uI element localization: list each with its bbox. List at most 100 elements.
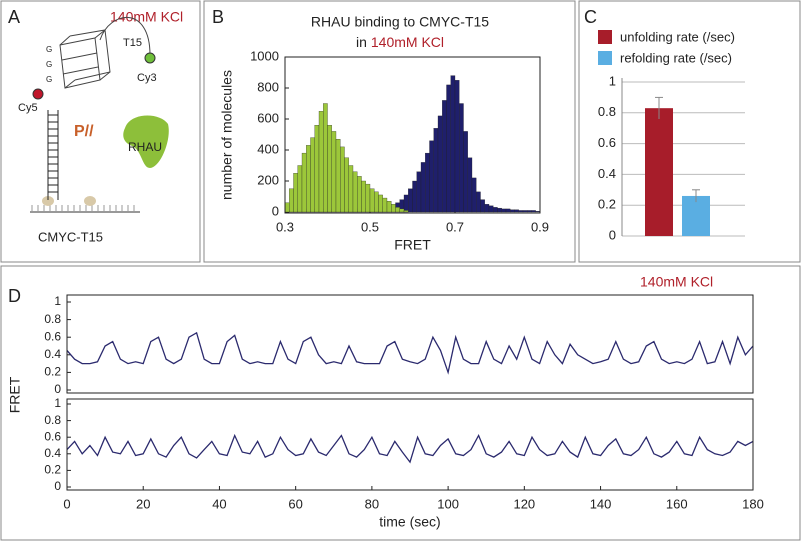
legend-label: unfolding rate (/sec) — [620, 29, 735, 44]
y-tick-label: 0.6 — [598, 135, 616, 150]
histogram-bar — [522, 210, 528, 213]
x-tick-label: 0.3 — [276, 219, 294, 234]
histogram-bar — [352, 171, 358, 213]
histogram-bar — [323, 103, 328, 213]
symbol: P// — [74, 123, 94, 140]
acceptor-label: Cy5 — [18, 102, 38, 114]
y-tick-label: 1000 — [250, 48, 279, 63]
histogram-bar — [395, 207, 400, 213]
histogram-bar — [408, 188, 413, 213]
y-tick-label: 0.4 — [598, 166, 616, 181]
chart-subtitle: in 140mM KCl — [356, 34, 444, 50]
histogram-bar — [501, 208, 507, 213]
y-tick-label: 0.8 — [598, 104, 616, 119]
histogram-bar — [361, 180, 366, 213]
y-tick-label: 0.4 — [44, 446, 61, 460]
histogram-bar — [484, 204, 490, 213]
x-axis-label: FRET — [394, 237, 431, 253]
histogram-bar — [382, 197, 388, 213]
histogram-bar — [510, 209, 515, 213]
axes-frame — [284, 56, 541, 214]
histogram-bar — [416, 171, 422, 213]
histogram-bar — [476, 191, 481, 213]
y-tick-label: 0.4 — [44, 347, 61, 361]
histogram-bar — [331, 131, 337, 213]
axes-frame — [66, 294, 754, 394]
x-tick-label: 60 — [288, 496, 302, 511]
legend-label: refolding rate (/sec) — [620, 50, 732, 65]
y-tick-label: 0 — [609, 227, 616, 242]
y-tick-label: 1 — [609, 73, 616, 88]
donor-label: Cy3 — [137, 72, 157, 84]
histogram-bar — [340, 146, 345, 213]
histogram-bar — [386, 200, 392, 213]
panel-frame — [0, 0, 201, 263]
histogram-bar — [463, 131, 468, 213]
cy5-dye — [32, 88, 44, 100]
histogram-bar — [403, 210, 409, 213]
biotin — [84, 196, 96, 206]
histogram-bar — [374, 191, 379, 213]
y-tick-label: 0.8 — [44, 413, 61, 427]
histogram-bar — [433, 128, 439, 213]
histogram-bar — [310, 137, 315, 213]
histogram-bar — [535, 211, 541, 213]
panel-frame — [0, 265, 801, 541]
quadruplex — [59, 17, 151, 89]
x-tick-label: 180 — [742, 496, 764, 511]
axes-frame — [66, 398, 754, 491]
histogram-bar — [403, 194, 409, 213]
g-label: G — [46, 75, 52, 84]
histogram-bar — [357, 176, 362, 213]
panel-label: C — [584, 7, 597, 27]
y-axis-label: number of molecules — [219, 70, 235, 200]
y-tick-label: 0 — [54, 382, 61, 396]
histogram-bar — [497, 207, 502, 213]
panel-label: A — [8, 7, 20, 27]
histogram-bar — [335, 138, 341, 213]
histogram-bar — [412, 180, 417, 213]
histogram-bar — [480, 199, 485, 213]
panel-label: D — [8, 286, 21, 306]
histogram-bar — [493, 207, 498, 213]
panel-frame — [578, 0, 801, 263]
x-tick-label: 120 — [513, 496, 535, 511]
y-tick-label: 0 — [272, 203, 279, 218]
y-tick-label: 0 — [54, 479, 61, 493]
histogram-bar — [450, 75, 456, 213]
histogram-bar — [437, 115, 443, 213]
y-axis-label: FRET — [7, 376, 23, 413]
x-tick-label: 40 — [212, 496, 226, 511]
x-tick-label: 140 — [590, 496, 612, 511]
histogram-bar — [391, 204, 396, 213]
histogram-bar — [488, 205, 494, 213]
g-label: G — [46, 45, 52, 54]
histogram-bar — [284, 202, 290, 213]
trace — [66, 433, 754, 464]
y-tick-label: 0.2 — [44, 365, 61, 379]
construct-label: CMYC-T15 — [38, 229, 103, 244]
rhau-protein — [123, 115, 169, 168]
x-tick-label: 0.7 — [446, 219, 464, 234]
histogram-bar — [318, 111, 324, 213]
y-tick-label: 0.6 — [44, 429, 61, 443]
cy3-dye — [144, 52, 156, 64]
x-tick-label: 0.9 — [531, 219, 549, 234]
histogram-bar — [459, 103, 464, 213]
y-tick-label: 400 — [257, 141, 279, 156]
y-tick-label: 1 — [54, 396, 61, 410]
biotin — [42, 196, 54, 206]
condition: 140mM KCl — [110, 9, 183, 25]
histogram-bar — [289, 188, 294, 213]
histogram-bar — [518, 210, 524, 213]
subtitle-highlight: 140mM KCl — [371, 34, 444, 50]
histogram-bar — [467, 157, 473, 213]
histogram-bar — [306, 145, 311, 213]
x-tick-label: 100 — [437, 496, 459, 511]
histogram-bar — [514, 209, 519, 213]
y-tick-label: 0.2 — [598, 197, 616, 212]
histogram-bar — [425, 152, 430, 213]
histogram-bar — [429, 140, 434, 213]
histogram-bar — [420, 162, 426, 213]
